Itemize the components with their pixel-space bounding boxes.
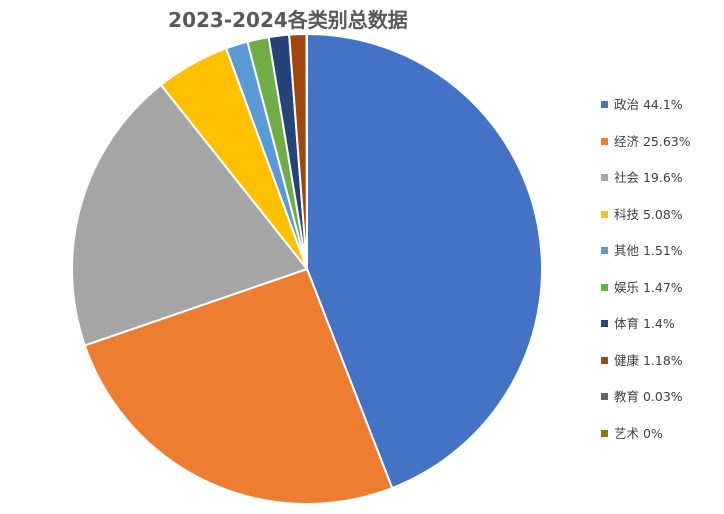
legend-label: 艺术 0% bbox=[614, 425, 663, 441]
legend-swatch bbox=[601, 247, 608, 254]
legend-swatch bbox=[601, 356, 608, 364]
legend-label: 体育 1.4% bbox=[614, 316, 675, 331]
legend-label: 经济 25.63% bbox=[614, 133, 691, 149]
pie-slice-2 bbox=[71, 83, 308, 347]
legend-item-7: 健康 1.18% bbox=[601, 352, 691, 389]
legend-item-0: 政治 44.1% bbox=[601, 96, 691, 133]
legend-item-3: 科技 5.08% bbox=[601, 206, 691, 243]
legend-label: 健康 1.18% bbox=[614, 352, 683, 368]
pie-slice-1 bbox=[83, 268, 394, 505]
legend-swatch bbox=[601, 101, 608, 108]
legend-swatch bbox=[601, 320, 608, 327]
legend-item-2: 社会 19.6% bbox=[601, 169, 691, 206]
legend: 政治 44.1% 经济 25.63% 社会 19.6% 科技 5.08% 其他 1.51… bbox=[601, 96, 691, 461]
legend-item-9: 艺术 0% bbox=[601, 425, 691, 462]
legend-label: 教育 0.03% bbox=[614, 389, 683, 404]
legend-swatch bbox=[601, 429, 608, 437]
legend-item-5: 娱乐 1.47% bbox=[601, 279, 691, 316]
legend-label: 科技 5.08% bbox=[614, 206, 683, 222]
legend-item-8: 教育 0.03% bbox=[601, 388, 691, 425]
legend-swatch bbox=[601, 174, 608, 181]
legend-item-1: 经济 25.63% bbox=[601, 133, 691, 170]
legend-label: 社会 19.6% bbox=[614, 170, 683, 185]
legend-swatch bbox=[601, 283, 608, 291]
legend-item-6: 体育 1.4% bbox=[601, 315, 691, 352]
legend-label: 娱乐 1.47% bbox=[614, 279, 683, 295]
legend-item-4: 其他 1.51% bbox=[601, 242, 691, 279]
legend-swatch bbox=[601, 137, 608, 145]
chart-title: 2023-2024各类别总数据 bbox=[168, 8, 408, 32]
pie-slice-0 bbox=[306, 33, 544, 490]
legend-label: 政治 44.1% bbox=[614, 97, 683, 112]
legend-swatch bbox=[601, 210, 608, 218]
legend-label: 其他 1.51% bbox=[614, 243, 683, 258]
legend-swatch bbox=[601, 393, 608, 400]
